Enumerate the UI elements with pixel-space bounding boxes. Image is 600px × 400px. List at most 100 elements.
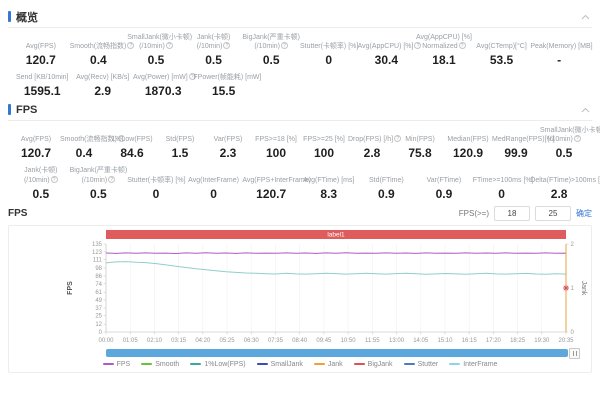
x-tick-label: 00:00 (98, 338, 114, 344)
chart-banner (106, 229, 566, 239)
info-icon[interactable]: ? (458, 42, 466, 50)
fps-stats: Avg(FPS) 120.7 Smooth(流畅指数)? 0.4 1%Low(FPS) 8… (8, 121, 600, 201)
y-left-tick-label: 0 (99, 330, 103, 336)
legend-item-smalljank[interactable]: SmallJank (256, 361, 303, 368)
stat-send-kb-10min: Send [KB/10min] 1595.1 (12, 73, 72, 98)
info-icon[interactable]: ? (394, 135, 402, 143)
info-icon[interactable]: ? (50, 175, 58, 183)
stat-label: Delta(FTime)>100ms [/h]? (530, 176, 600, 184)
stat-label: Var(FPS) (213, 136, 243, 144)
stat-std-ftime: Std(FTime) 0.9 (358, 166, 416, 201)
stat-label: BigJank(严重卡顿) (69, 167, 128, 175)
stat-value: 100 (265, 146, 287, 161)
stat-label: FPower(帧能耗) [mW] (193, 74, 262, 82)
chart-section: FPS FPS(>=) 确定 label1 00:00 01:05 02:10 03:1… (8, 205, 592, 373)
fps-line-chart[interactable]: label1 00:00 01:05 02:10 03:15 04:20 05:25 06:3… (10, 228, 590, 348)
overview-section: 概览 Avg(FPS) 120.7 Smooth(流畅指数)? 0.4 SmallJan… (8, 8, 593, 99)
fps-section: FPS Avg(FPS) 120.7 Smooth(流畅指数)? 0.4 1%Low(F… (8, 101, 600, 201)
stat-label: Std(FTime) (368, 176, 404, 184)
stat-value: 0.4 (90, 53, 107, 68)
legend-item-1%low-fps-[interactable]: 1%Low(FPS) (190, 361, 246, 368)
info-icon[interactable]: ? (281, 42, 289, 50)
y-right-tick-label: 1 (571, 286, 575, 292)
info-icon[interactable]: ? (127, 42, 135, 50)
confirm-link[interactable]: 确定 (576, 209, 592, 219)
legend-swatch (449, 363, 461, 366)
legend-label: BigJank (367, 360, 393, 368)
x-tick-label: 18:25 (510, 338, 526, 344)
scrollbar-handle[interactable] (569, 347, 580, 359)
legend-label: Jank (327, 360, 343, 368)
info-icon[interactable]: ? (165, 42, 173, 50)
scrollbar-track[interactable] (106, 349, 568, 358)
stat-value: 8.3 (320, 186, 338, 201)
x-tick-label: 06:30 (244, 338, 260, 344)
legend-label: FPS (116, 360, 131, 368)
x-tick-label: 04:20 (195, 338, 211, 344)
stat-label: (/10min)? (185, 42, 243, 51)
info-icon[interactable]: ? (188, 73, 196, 81)
stat-label: Var(FTime) (426, 176, 462, 184)
stat-avg-appcpu-%: Avg(AppCPU) [%]? 30.4 (358, 33, 422, 68)
section-accent-bar (8, 11, 11, 22)
info-icon[interactable]: ? (117, 135, 125, 143)
stat-value: 0.4 (75, 146, 93, 161)
stat-label: Avg(FPS+InterFrame) (242, 176, 311, 184)
legend-item-bigjank[interactable]: BigJank (353, 360, 393, 368)
info-icon[interactable]: ? (414, 42, 422, 50)
x-tick-label: 03:15 (171, 338, 187, 344)
threshold-input-1[interactable] (494, 206, 530, 222)
stat-value: 0.9 (435, 186, 453, 201)
x-tick-label: 20:35 (558, 338, 574, 344)
stat-value: 120.9 (452, 146, 484, 161)
overview-stats: Avg(FPS) 120.7 Smooth(流畅指数)? 0.4 SmallJank(微… (8, 28, 593, 99)
y-left-axis-title: FPS (67, 281, 74, 295)
x-tick-label: 11:55 (365, 338, 380, 344)
info-icon[interactable]: ? (573, 135, 581, 143)
legend-swatch (190, 363, 202, 366)
stat-value: 30.4 (374, 53, 399, 68)
stat-value: 0 (210, 186, 217, 201)
threshold-input-2[interactable] (535, 206, 571, 222)
stat-value: 99.9 (504, 146, 528, 161)
legend-item-interframe[interactable]: InterFrame (449, 361, 497, 368)
legend-item-stutter[interactable]: Stutter (403, 360, 439, 368)
y-left-tick-label: 98 (95, 266, 102, 272)
stat-label: (/10min)? (127, 42, 185, 51)
info-icon[interactable]: ? (223, 42, 231, 50)
stat-stutter-%: Stutter(卡顿率) [%] 0 (300, 33, 358, 67)
stat-avg-power-mw: Avg(Power) [mW]? 1870.3 (133, 73, 196, 98)
y-right-tick-label: 0 (571, 330, 575, 336)
info-icon[interactable]: ? (108, 175, 116, 183)
overview-title: 概览 (16, 11, 38, 24)
legend-label: Stutter (417, 360, 439, 368)
stat-jank: Jank(卡顿) (/10min)? 0.5 (12, 166, 70, 201)
stat-value: 53.5 (489, 53, 514, 68)
legend-item-jank[interactable]: Jank (313, 360, 343, 368)
y-left-tick-label: 123 (92, 249, 103, 255)
stat-delta-ftime-100ms-h: Delta(FTime)>100ms [/h]? 2.8 (530, 166, 600, 201)
stat-label: FTime>=100ms [%] (472, 176, 534, 184)
collapse-icon[interactable] (579, 12, 592, 22)
y-left-tick-label: 135 (92, 242, 103, 248)
chart-scrollbar[interactable] (106, 347, 580, 359)
legend-item-smooth[interactable]: Smooth (141, 361, 179, 368)
stat-label: (/10min)? (12, 175, 70, 185)
stat-label: Avg(AppCPU) [%]? (358, 42, 422, 51)
stat-label: Drop(FPS) [/h]? (348, 135, 402, 144)
chart-legend: FPS Smooth 1%Low(FPS) SmallJank Jank BigJank S… (10, 361, 590, 368)
stat-value: 2.8 (363, 146, 381, 161)
stat-label: Std(FPS) (165, 136, 195, 144)
legend-item-fps[interactable]: FPS (102, 360, 131, 368)
chart-title: FPS (8, 208, 28, 220)
banner-label: label1 (327, 231, 345, 238)
collapse-icon[interactable] (579, 105, 592, 115)
stat-value: 1.5 (171, 146, 189, 161)
y-left-tick-label: 86 (95, 274, 102, 280)
y-right-tick-label: 2 (571, 242, 575, 248)
perf-report-page: 概览 Avg(FPS) 120.7 Smooth(流畅指数)? 0.4 SmallJan… (8, 8, 600, 373)
stat-var-ftime: Var(FTime) 0.9 (415, 166, 473, 201)
stat-smalljank: SmallJank(微小卡顿) (/10min)? 0.5 (127, 33, 192, 67)
stat-label: Avg(AppCPU) [%] (416, 34, 472, 41)
stat-value: 2.8 (550, 186, 568, 201)
